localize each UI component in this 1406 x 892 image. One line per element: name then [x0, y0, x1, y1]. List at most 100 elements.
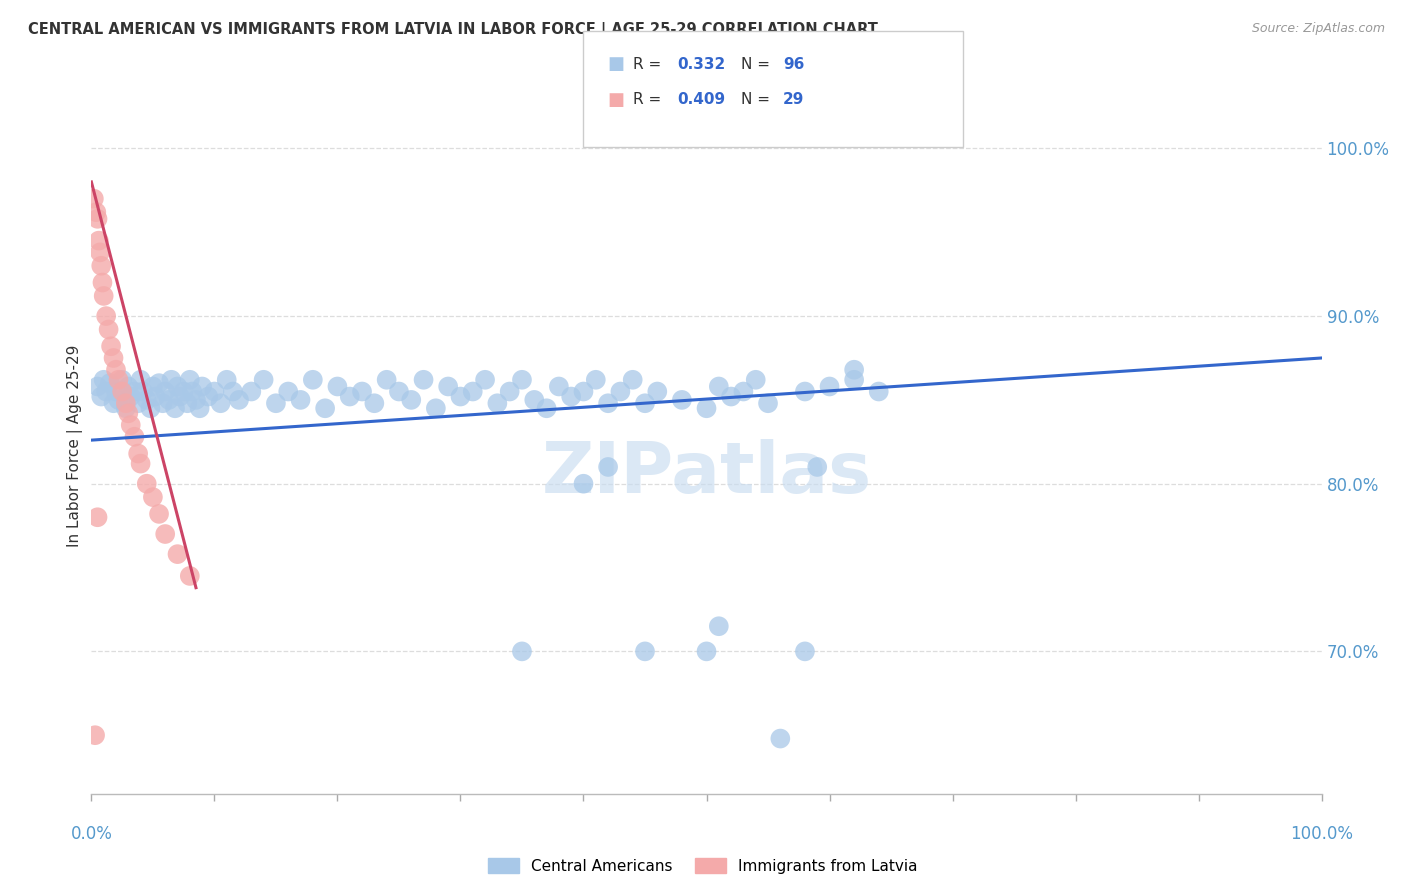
Point	[114, 396, 138, 410]
Text: CENTRAL AMERICAN VS IMMIGRANTS FROM LATVIA IN LABOR FORCE | AGE 25-29 CORRELATIO: CENTRAL AMERICAN VS IMMIGRANTS FROM LATV…	[28, 22, 877, 38]
Point	[132, 384, 155, 399]
Point	[510, 373, 533, 387]
Point	[96, 309, 117, 323]
Point	[671, 392, 693, 407]
Text: N =: N =	[741, 57, 775, 71]
Point	[572, 384, 595, 399]
Point	[461, 384, 484, 399]
Point	[215, 373, 238, 387]
Point	[437, 379, 460, 393]
Point	[806, 459, 828, 474]
Point	[148, 507, 170, 521]
Text: 100.0%: 100.0%	[1291, 825, 1353, 843]
Point	[135, 476, 157, 491]
Point	[176, 396, 198, 410]
Point	[425, 401, 447, 416]
Point	[609, 384, 631, 399]
Point	[585, 373, 607, 387]
Point	[105, 384, 127, 399]
Point	[793, 644, 815, 658]
Text: R =: R =	[633, 57, 666, 71]
Point	[84, 728, 107, 742]
Point	[560, 390, 582, 404]
Point	[375, 373, 398, 387]
Point	[181, 384, 204, 399]
Point	[363, 396, 385, 410]
Point	[202, 384, 225, 399]
Point	[301, 373, 323, 387]
Point	[100, 339, 122, 353]
Text: 29: 29	[783, 93, 804, 107]
Point	[745, 373, 768, 387]
Text: Source: ZipAtlas.com: Source: ZipAtlas.com	[1251, 22, 1385, 36]
Point	[769, 731, 792, 746]
Point	[326, 379, 349, 393]
Point	[169, 390, 191, 404]
Text: ZIPatlas: ZIPatlas	[541, 440, 872, 508]
Point	[114, 401, 138, 416]
Point	[117, 379, 139, 393]
Point	[107, 392, 129, 407]
Point	[179, 373, 201, 387]
Point	[145, 390, 166, 404]
Point	[498, 384, 520, 399]
Point	[868, 384, 890, 399]
Point	[733, 384, 755, 399]
Point	[547, 379, 569, 393]
Point	[179, 569, 201, 583]
Point	[173, 384, 195, 399]
Point	[486, 396, 509, 410]
Point	[93, 289, 115, 303]
Point	[160, 373, 183, 387]
Point	[103, 396, 125, 410]
Point	[707, 379, 730, 393]
Point	[314, 401, 336, 416]
Point	[142, 379, 165, 393]
Point	[97, 322, 120, 336]
Point	[240, 384, 263, 399]
Point	[842, 373, 865, 387]
Point	[818, 379, 841, 393]
Point	[707, 619, 730, 633]
Point	[107, 373, 129, 387]
Point	[523, 392, 546, 407]
Point	[339, 390, 361, 404]
Point	[86, 211, 108, 226]
Legend: Central Americans, Immigrants from Latvia: Central Americans, Immigrants from Latvi…	[482, 852, 924, 880]
Point	[153, 527, 177, 541]
Point	[166, 547, 188, 561]
Point	[89, 245, 111, 260]
Point	[103, 351, 125, 365]
Text: R =: R =	[633, 93, 666, 107]
Text: 0.332: 0.332	[678, 57, 725, 71]
Point	[157, 392, 180, 407]
Point	[117, 406, 139, 420]
Point	[105, 362, 127, 376]
Point	[191, 379, 214, 393]
Point	[388, 384, 411, 399]
Point	[756, 396, 779, 410]
Point	[536, 401, 558, 416]
Point	[96, 384, 117, 399]
Point	[634, 644, 657, 658]
Point	[135, 392, 157, 407]
Point	[277, 384, 299, 399]
Point	[87, 234, 110, 248]
Point	[153, 384, 177, 399]
Point	[695, 644, 717, 658]
Point	[90, 259, 112, 273]
Point	[129, 457, 152, 471]
Point	[596, 459, 619, 474]
Point	[793, 384, 815, 399]
Point	[139, 401, 162, 416]
Point	[152, 396, 174, 410]
Point	[98, 376, 121, 391]
Point	[634, 396, 657, 410]
Point	[86, 510, 108, 524]
Point	[645, 384, 669, 399]
Point	[142, 490, 165, 504]
Point	[720, 390, 742, 404]
Text: N =: N =	[741, 93, 775, 107]
Point	[188, 401, 211, 416]
Point	[129, 373, 152, 387]
